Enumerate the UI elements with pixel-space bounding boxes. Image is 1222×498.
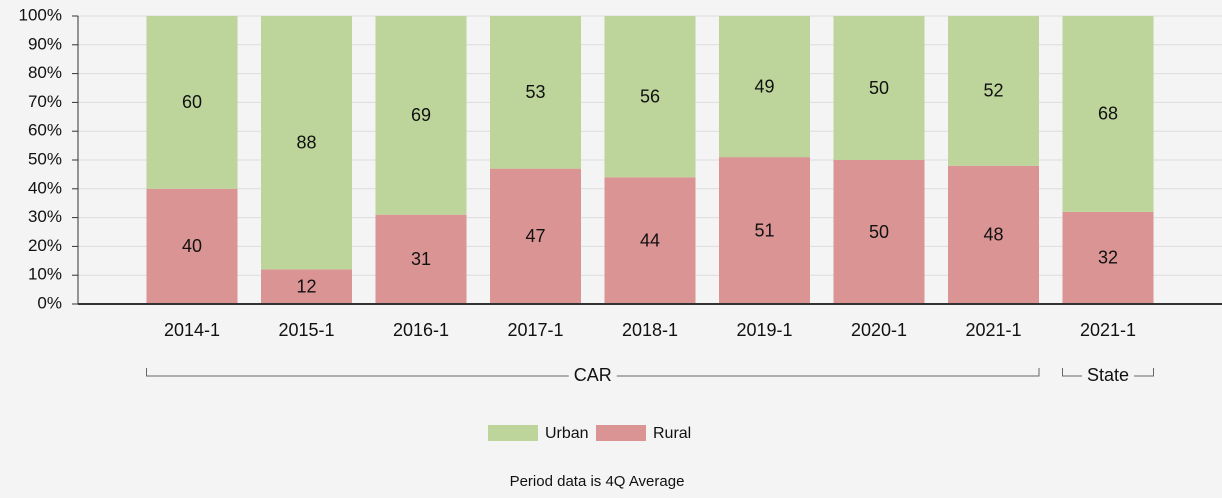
data-label: 53: [525, 82, 545, 102]
x-tick-label: 2021-1: [965, 320, 1021, 340]
legend-swatch: [488, 425, 538, 441]
x-tick-label: 2014-1: [164, 320, 220, 340]
bar-segment: [719, 157, 810, 304]
x-tick-label: 2020-1: [851, 320, 907, 340]
bar-segment: [604, 16, 696, 178]
group-label: CAR: [574, 365, 612, 385]
data-label: 48: [983, 225, 1003, 245]
data-label: 50: [869, 222, 889, 242]
y-tick-label: 40%: [28, 178, 62, 197]
bar-segment: [833, 160, 925, 304]
bar-segment: [1062, 16, 1154, 212]
bar-segment: [948, 165, 1039, 304]
data-label: 44: [640, 230, 660, 250]
y-tick-label: 70%: [28, 92, 62, 111]
data-label: 40: [182, 236, 202, 256]
data-label: 56: [640, 86, 660, 106]
data-label: 12: [296, 276, 316, 296]
bar-segment: [1062, 211, 1154, 304]
bar-segment: [146, 188, 238, 304]
y-tick-label: 0%: [37, 293, 62, 312]
bar-segment: [604, 177, 696, 304]
x-tick-label: 2018-1: [622, 320, 678, 340]
x-tick-label: 2015-1: [278, 320, 334, 340]
data-label: 49: [754, 76, 774, 96]
y-tick-label: 50%: [28, 149, 62, 168]
y-tick-label: 80%: [28, 63, 62, 82]
x-tick-label: 2016-1: [393, 320, 449, 340]
y-tick-label: 20%: [28, 236, 62, 255]
data-label: 50: [869, 78, 889, 98]
bar-segment: [490, 168, 581, 304]
bar-segment: [375, 16, 467, 215]
data-label: 88: [296, 132, 316, 152]
y-tick-label: 60%: [28, 121, 62, 140]
bar-segment: [719, 16, 810, 158]
bar-segment: [490, 16, 581, 169]
y-tick-label: 90%: [28, 34, 62, 53]
group-bracket: [1062, 368, 1154, 377]
data-label: 69: [411, 105, 431, 125]
y-tick-label: 10%: [28, 265, 62, 284]
y-tick-label: 100%: [19, 5, 62, 24]
bar-segment: [261, 16, 352, 270]
x-tick-label: 2017-1: [507, 320, 563, 340]
data-label: 32: [1098, 248, 1118, 268]
legend-swatch: [596, 425, 646, 441]
data-label: 52: [983, 81, 1003, 101]
bar-segment: [261, 269, 352, 304]
bar-segment: [833, 16, 925, 160]
y-tick-label: 30%: [28, 207, 62, 226]
legend-label: Rural: [653, 425, 691, 442]
data-label: 68: [1098, 104, 1118, 124]
group-bracket: [146, 368, 1040, 377]
bar-segment: [375, 214, 467, 304]
bar-segment: [948, 16, 1039, 166]
data-label: 51: [754, 220, 774, 240]
data-label: 47: [525, 226, 545, 246]
data-label: 31: [411, 249, 431, 269]
bar-segment: [146, 16, 238, 189]
data-label: 60: [182, 92, 202, 112]
x-tick-label: 2019-1: [736, 320, 792, 340]
group-label: State: [1087, 365, 1129, 385]
footnote: Period data is 4Q Average: [510, 473, 685, 490]
x-tick-label: 2021-1: [1080, 320, 1136, 340]
legend-label: Urban: [545, 425, 589, 442]
